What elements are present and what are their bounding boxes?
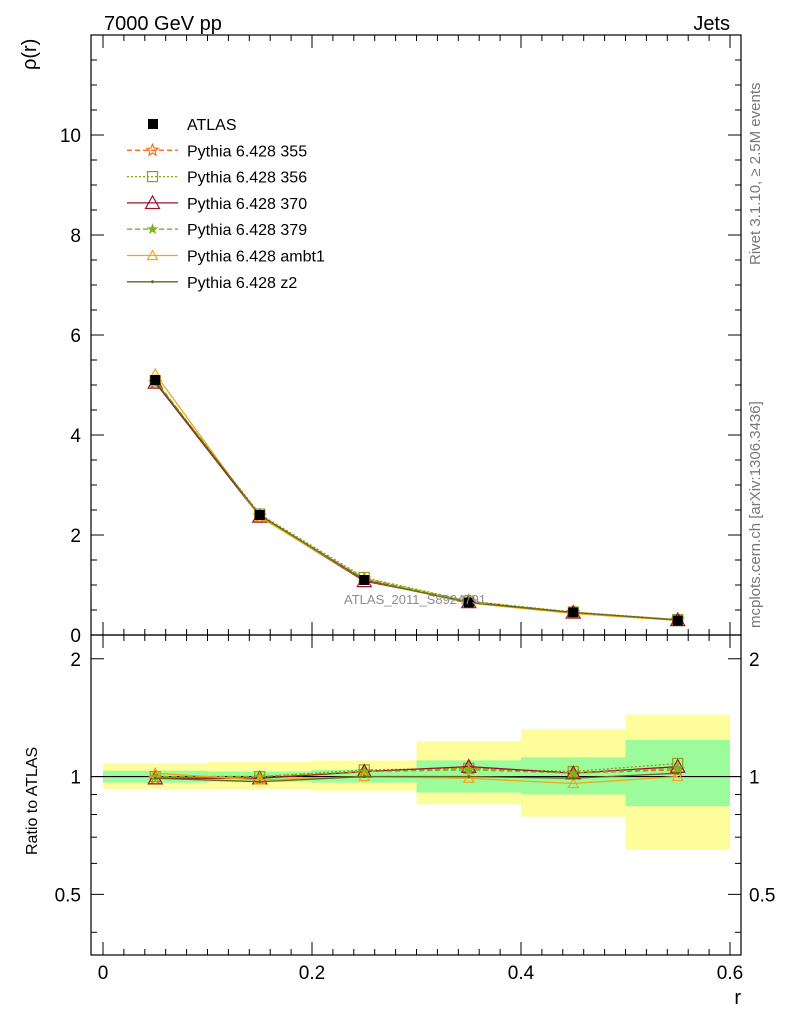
x-tick-label: 0 (98, 963, 109, 984)
ratio-panel (91, 714, 741, 850)
ratio-y-tick-label-right: 1 (749, 768, 760, 789)
header-left-title: 7000 GeV pp (104, 13, 222, 35)
ratio-series-line (155, 767, 678, 778)
main-y-axis-label: ρ(r) (19, 39, 41, 70)
x-tick-label: 0.6 (717, 963, 743, 984)
ratio-y-axis-label: Ratio to ATLAS (24, 747, 41, 855)
legend-label: Pythia 6.428 379 (187, 222, 307, 239)
main-y-tick-label: 2 (70, 526, 81, 547)
x-axis-label: r (734, 987, 741, 1009)
main-y-tick-label: 4 (70, 426, 81, 447)
legend-label: Pythia 6.428 ambt1 (187, 249, 325, 266)
main-series-line (154, 382, 678, 621)
marker-open-triangle (567, 777, 580, 789)
legend-label: Pythia 6.428 370 (187, 196, 307, 213)
atlas-data-point (150, 375, 161, 385)
marker-dot (467, 775, 471, 779)
header-right-title: Jets (693, 13, 730, 35)
main-series-line (154, 382, 678, 621)
main-series-line (154, 373, 678, 622)
main-y-tick-label: 10 (60, 126, 81, 147)
ratio-series-group (147, 757, 686, 789)
main-series-line (154, 380, 678, 621)
ratio-y-tick-label-right: 2 (749, 650, 760, 671)
marker-dot (258, 780, 262, 784)
ratio-series-line (155, 772, 678, 783)
marker-filled-star (671, 762, 684, 774)
ratio-y-tick-label-right: 0.5 (749, 885, 775, 906)
atlas-data-point (359, 575, 370, 585)
marker-dot (153, 776, 157, 780)
legend-label: ATLAS (187, 117, 237, 134)
side-text-mcplots: mcplots.cern.ch [arXiv:1306.3436] (747, 401, 764, 628)
marker-filled-star (567, 766, 580, 779)
legend-label: Pythia 6.428 z2 (187, 275, 297, 292)
marker-dot (676, 771, 680, 775)
marker-open-square (146, 171, 159, 183)
main-series-line (154, 379, 678, 621)
marker-star (145, 142, 160, 157)
marker-open-triangle (253, 773, 266, 785)
main-y-tick-label: 0 (70, 626, 81, 647)
legend-marker-atlas (148, 119, 158, 129)
chart-marks (147, 367, 686, 789)
marker-filled-star (146, 222, 159, 235)
main-series-group (147, 367, 686, 627)
legend-label: Pythia 6.428 356 (187, 170, 307, 187)
ratio-y-tick-label: 2 (70, 650, 81, 671)
marker-dot (362, 775, 366, 779)
main-y-tick-label: 6 (70, 326, 81, 347)
legend: ATLAS Pythia 6.428 355 Pythia 6.428 356 Pyt… (127, 117, 325, 292)
marker-filled-star (462, 763, 475, 775)
atlas-data-point (254, 510, 265, 520)
atlas-data-point (568, 607, 579, 618)
main-series-line (154, 381, 678, 621)
marker-dot (571, 776, 575, 780)
ratio-y-tick-label: 1 (70, 768, 81, 789)
marker-dot (151, 280, 154, 284)
atlas-data-point (672, 615, 683, 626)
x-tick-label: 0.2 (299, 963, 325, 984)
ratio-y-tick-label: 0.5 (55, 885, 81, 906)
marker-open-triangle (146, 249, 159, 261)
legend-label: Pythia 6.428 355 (187, 143, 307, 160)
side-text-rivet: Rivet 3.1.10, ≥ 2.5M events (747, 83, 764, 266)
main-y-tick-label: 8 (70, 226, 81, 247)
x-tick-label: 0.4 (508, 963, 535, 984)
marker-open-triangle (671, 770, 684, 782)
marker-open-triangle (144, 194, 161, 210)
ratio-series-line (155, 772, 678, 785)
analysis-label: ATLAS_2011_S8924791 (344, 592, 486, 607)
atlas-data-point (463, 597, 474, 608)
marker-open-triangle (462, 772, 475, 783)
panel-frames: 0 2 4 6 8 10 0 0.2 0.4 0.6 0.5 0.5 1 1 2 2 ATLAS Pythia 6… (55, 34, 775, 984)
